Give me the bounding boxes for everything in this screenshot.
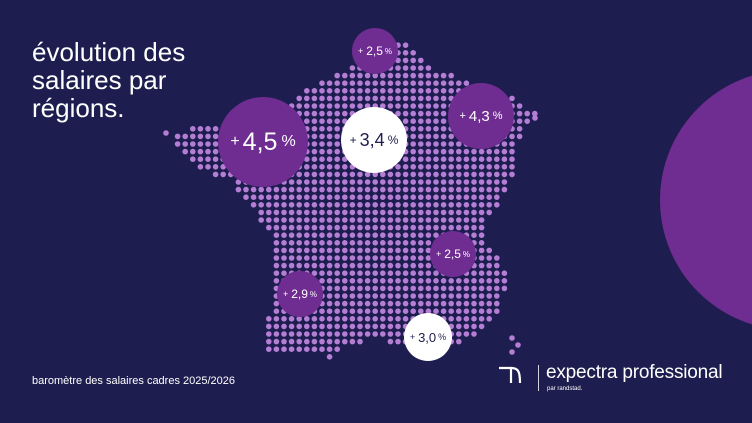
- bubble-value: 4,5: [242, 127, 278, 156]
- bubble-ouest: +4,5%: [218, 97, 308, 187]
- title-line-2: salaires par: [32, 65, 167, 95]
- bubble-value: 3,4: [359, 129, 385, 150]
- bubble-value: 2,5: [366, 44, 383, 58]
- title-line-1: évolution des: [32, 37, 186, 67]
- bubble-sign: +: [349, 133, 357, 147]
- bubble-nord: +2,5%: [352, 28, 398, 74]
- bubble-unit: %: [387, 133, 399, 147]
- bubble-sign: +: [409, 332, 416, 342]
- bubble-sign: +: [230, 133, 240, 150]
- bubble-sign: +: [357, 46, 364, 56]
- bubble-sud: +3,0%: [404, 313, 452, 361]
- bubble-value: 2,9: [291, 287, 308, 301]
- bubble-unit: %: [384, 46, 393, 56]
- bubble-est: +4,3%: [448, 83, 514, 149]
- bubble-sud-ouest: +2,9%: [277, 271, 323, 317]
- bubble-sign: +: [459, 110, 466, 122]
- bubble-centre: +3,4%: [341, 107, 407, 173]
- bubble-sign: +: [282, 289, 289, 299]
- bubble-unit: %: [492, 110, 503, 122]
- title-line-3: régions.: [32, 93, 125, 123]
- bubble-rhone-alpes: +2,5%: [430, 231, 476, 277]
- bubble-unit: %: [281, 133, 296, 150]
- page-title: évolution des salaires par régions.: [32, 38, 252, 122]
- bubble-unit: %: [462, 249, 471, 259]
- bubble-unit: %: [438, 332, 447, 342]
- bubble-sign: +: [435, 249, 442, 259]
- bubble-value: 2,5: [444, 247, 461, 261]
- logo-divider: [538, 365, 539, 391]
- brand-name: expectra professional: [546, 362, 723, 383]
- bubble-unit: %: [309, 289, 318, 299]
- footer-caption: baromètre des salaires cadres 2025/2026: [32, 375, 236, 387]
- randstad-logo-icon: [499, 366, 522, 384]
- bubble-value: 4,3: [468, 107, 490, 125]
- bubble-value: 3,0: [418, 329, 437, 345]
- brand-subtitle: par randstad.: [547, 386, 583, 392]
